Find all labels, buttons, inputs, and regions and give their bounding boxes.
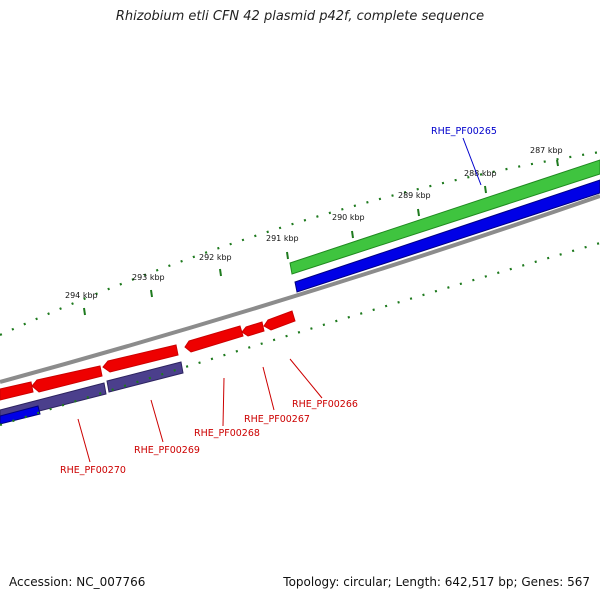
gene-arrow-rhe-pf00266 [263, 310, 296, 331]
leader-rhe-pf00266 [289, 358, 323, 399]
backbone-circle [0, 194, 600, 384]
tick-label-293: 293 kbp [132, 273, 165, 282]
tick-label-289: 289 kbp [398, 191, 431, 200]
tick-labels: 287 kbp 288 kbp 289 kbp 290 kbp 291 kbp … [65, 146, 563, 300]
leader-rhe-pf00270 [77, 418, 91, 463]
gene-arrow-rhe-pf00267 [241, 321, 265, 337]
tick-mark-289 [417, 208, 420, 217]
leader-rhe-pf00265 [462, 137, 482, 186]
gene-arrow-rhe-pf00270 [31, 365, 103, 393]
tick-label-290: 290 kbp [332, 213, 365, 222]
inner-tracks [0, 361, 184, 425]
green-track-segment [289, 159, 600, 275]
accession-text: Accession: NC_007766 [9, 575, 146, 589]
gene-label-rhe-pf00270[interactable]: RHE_PF00270 [60, 465, 126, 476]
purple-track-segment-a [106, 361, 184, 393]
tick-mark-287 [556, 159, 559, 167]
tick-mark-288 [484, 185, 487, 194]
tick-mark-290 [351, 230, 354, 239]
gene-label-rhe-pf00268[interactable]: RHE_PF00268 [194, 428, 260, 439]
forward-tracks [289, 159, 600, 293]
tick-mark-293 [150, 289, 153, 298]
tick-label-288: 288 kbp [464, 169, 497, 178]
gene-arrow-rhe-pf00269 [102, 344, 179, 373]
leader-rhe-pf00267 [262, 366, 275, 411]
gene-arrow-rhe-pf00268 [184, 325, 244, 353]
summary-text: Topology: circular; Length: 642,517 bp; … [283, 575, 590, 589]
tick-label-287: 287 kbp [530, 146, 563, 155]
tick-label-291: 291 kbp [266, 234, 299, 243]
gene-label-rhe-pf00269[interactable]: RHE_PF00269 [134, 445, 200, 456]
reverse-genes [0, 310, 296, 401]
blue-inner-track-segment [0, 405, 41, 425]
tick-mark-292 [219, 268, 222, 277]
map-title: Rhizobium etli CFN 42 plasmid p42f, comp… [115, 9, 485, 24]
gene-arrow-left-edge [0, 381, 34, 401]
leader-rhe-pf00269 [150, 399, 164, 443]
tick-mark-291 [286, 251, 289, 260]
major-ticks [83, 159, 559, 316]
label-leaders [77, 137, 482, 463]
gene-label-rhe-pf00267[interactable]: RHE_PF00267 [244, 414, 310, 425]
blue-track-segment [294, 179, 600, 293]
tick-mark-294 [83, 307, 86, 316]
leader-rhe-pf00268 [222, 377, 225, 427]
gene-label-rhe-pf00265[interactable]: RHE_PF00265 [431, 126, 497, 137]
gene-labels: RHE_PF00265 RHE_PF00266 RHE_PF00267 RHE_… [60, 126, 497, 476]
tick-label-294: 294 kbp [65, 291, 98, 300]
outer-tick-ring [0, 150, 600, 337]
tick-label-292: 292 kbp [199, 253, 232, 262]
gene-label-rhe-pf00266[interactable]: RHE_PF00266 [292, 399, 358, 410]
